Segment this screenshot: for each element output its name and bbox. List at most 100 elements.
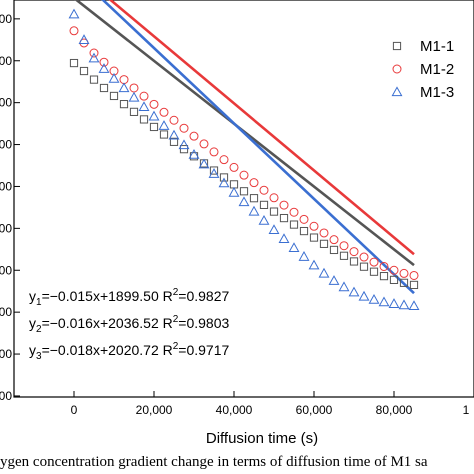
data-point	[149, 99, 159, 109]
data-point	[119, 100, 129, 109]
data-point	[199, 139, 209, 149]
data-point	[368, 293, 380, 304]
data-point	[168, 129, 180, 140]
data-point	[328, 275, 340, 285]
data-point	[79, 66, 89, 76]
data-point	[369, 257, 379, 267]
data-point	[178, 139, 190, 150]
data-point	[339, 251, 349, 260]
data-point	[288, 242, 300, 253]
data-point	[349, 257, 359, 266]
series-m1-1	[69, 58, 419, 290]
data-point	[138, 101, 150, 112]
legend-marker-m1-1	[392, 41, 402, 51]
data-point	[309, 221, 319, 231]
data-point	[149, 122, 159, 132]
plot-frame	[13, 0, 474, 398]
data-point	[278, 233, 290, 244]
data-point	[298, 251, 310, 261]
data-point	[338, 281, 350, 292]
legend: M1-1 M1-2 M1-3	[391, 38, 454, 101]
data-point	[209, 147, 219, 157]
y-tick-label: 000	[0, 389, 12, 403]
y-tick-label: 000	[0, 347, 12, 361]
y-tick-label: 000	[0, 221, 12, 235]
data-point	[98, 63, 110, 73]
fit-equation: y2=−0.016x+2036.52 R2=0.9803	[29, 314, 230, 335]
data-point	[139, 115, 149, 124]
data-point	[229, 180, 239, 189]
data-point	[379, 261, 389, 271]
data-point	[218, 177, 230, 188]
data-point	[219, 155, 229, 165]
y-tick-label: 000	[0, 96, 12, 110]
y-tick-label: 000	[0, 263, 12, 277]
x-tick-label: 20,000	[136, 403, 173, 417]
fit-line-m1-2	[108, 0, 415, 256]
data-point	[228, 186, 240, 197]
series-m1-3	[68, 8, 420, 311]
data-point	[118, 82, 130, 93]
x-axis-title: Diffusion time (s)	[206, 430, 318, 447]
data-point	[318, 267, 330, 278]
data-point	[249, 178, 259, 188]
data-point	[319, 239, 329, 248]
data-point	[189, 131, 199, 141]
data-point	[229, 162, 239, 172]
data-points	[68, 8, 420, 311]
data-point	[398, 299, 410, 310]
y-tick-label: 000	[0, 305, 12, 319]
data-point	[289, 220, 299, 229]
data-point	[198, 158, 210, 169]
data-point	[169, 137, 179, 146]
data-point	[299, 214, 309, 224]
data-point	[69, 26, 79, 36]
data-point	[158, 120, 170, 130]
fit-lines	[74, 0, 415, 295]
data-point	[389, 275, 399, 284]
y-tick-label: 000	[0, 12, 12, 26]
data-point	[359, 252, 369, 262]
fit-line-m1-3	[101, 0, 415, 295]
data-point	[129, 107, 139, 116]
data-point	[179, 123, 189, 133]
data-point	[378, 296, 390, 307]
data-point	[108, 72, 120, 83]
series-m1-2	[69, 26, 419, 280]
data-point	[99, 83, 109, 93]
fit-equations: y1=−0.015x+1899.50 R2=0.9827 y2=−0.016x+2…	[29, 287, 230, 362]
data-point	[109, 66, 119, 76]
data-point	[358, 290, 370, 301]
plot-area	[13, 0, 474, 398]
data-point	[308, 259, 320, 270]
data-point	[148, 110, 160, 121]
data-point	[379, 272, 389, 281]
x-tick-label: 60,000	[296, 403, 333, 417]
fit-equation: y1=−0.015x+1899.50 R2=0.9827	[29, 287, 230, 308]
data-point	[339, 241, 349, 251]
data-point	[359, 262, 369, 271]
data-point	[128, 91, 140, 102]
data-point	[409, 270, 419, 280]
data-point	[68, 8, 80, 19]
legend-marker-m1-2	[392, 64, 402, 74]
data-point	[109, 91, 119, 101]
y-tick-label: 000	[0, 54, 12, 68]
data-point	[319, 228, 329, 238]
data-point	[89, 75, 99, 84]
data-point	[389, 265, 399, 275]
data-point	[69, 58, 79, 68]
data-point	[258, 214, 270, 225]
data-point	[248, 205, 260, 216]
fit-equation: y3=−0.018x+2020.72 R2=0.9717	[29, 341, 230, 362]
legend-label-m1-3: M1-3	[420, 84, 454, 101]
data-point	[309, 233, 319, 242]
data-point	[348, 286, 360, 297]
data-point	[268, 224, 280, 235]
data-point	[159, 107, 169, 117]
y-tick-label: 000	[0, 138, 12, 152]
data-point	[209, 166, 219, 175]
data-point	[349, 247, 359, 257]
data-point	[269, 207, 279, 216]
